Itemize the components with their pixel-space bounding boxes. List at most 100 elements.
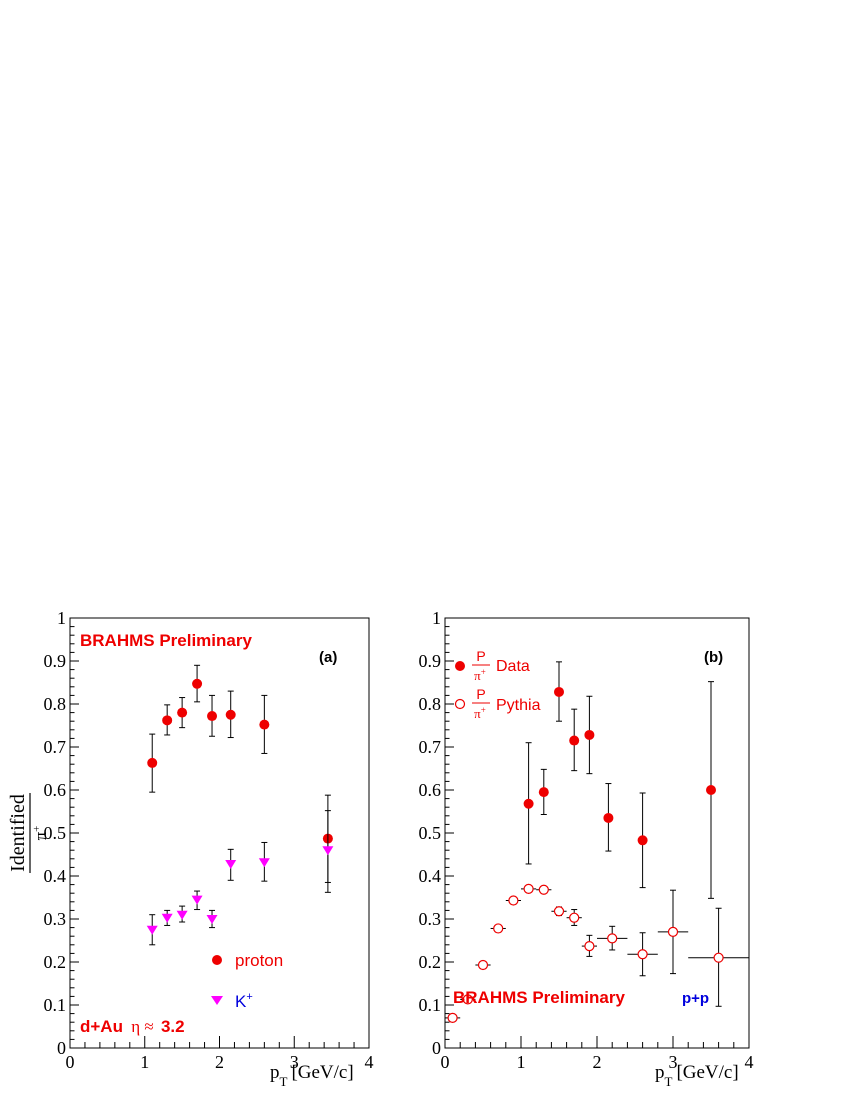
data-point-data — [603, 812, 614, 823]
x-tick-label-a: 4 — [365, 1052, 374, 1072]
panel-b: 0 0.1 0.2 0.3 0.4 0.5 0.6 0.7 0.8 0.9 1 0 1 2 3 4 (b) B… — [419, 608, 754, 1089]
data-point-data — [538, 787, 549, 798]
legend-frac-den-sup-pythia: + — [481, 705, 486, 715]
legend-marker-kaon — [211, 996, 223, 1005]
legend-label-kaon-sup: + — [246, 991, 252, 1003]
y-tick-label-b: 0 — [432, 1038, 441, 1058]
x-label-p-a: p — [270, 1062, 280, 1083]
system-label-b: p+p — [682, 990, 709, 1007]
data-point-data — [584, 729, 595, 740]
y-tick-label-b: 0.2 — [419, 952, 442, 972]
data-point-proton — [225, 709, 236, 720]
legend-marker-data — [455, 661, 465, 671]
y-tick-label-a: 0.4 — [44, 866, 67, 886]
x-tick-label-a: 0 — [66, 1052, 75, 1072]
data-point-proton — [207, 711, 218, 722]
x-tick-label-a: 1 — [140, 1052, 149, 1072]
data-point-data — [637, 835, 648, 846]
legend-label-data: Data — [496, 658, 530, 675]
x-tick-label-a: 3 — [290, 1052, 299, 1072]
y-label-den-pi: π — [31, 831, 50, 840]
data-point-data — [554, 686, 564, 697]
data-point-k — [322, 846, 334, 856]
data-point-proton — [192, 678, 203, 689]
legend-frac-den-pythia: π+ — [474, 705, 486, 721]
y-tick-label-a: 0.1 — [44, 995, 67, 1015]
data-point-proton — [177, 707, 188, 718]
data-point-pythia — [462, 994, 473, 1005]
eta-label-a: η ≈ — [131, 1017, 153, 1036]
y-label-den-sup: + — [31, 826, 43, 832]
system-name-a: d+Au — [80, 1017, 123, 1036]
x-tick-label-b: 3 — [669, 1052, 678, 1072]
y-tick-label-a: 0.3 — [44, 909, 67, 929]
data-point-pythia — [447, 1012, 458, 1024]
x-label-units-b: [GeV/c] — [676, 1062, 738, 1083]
legend-label-pythia: Pythia — [496, 697, 541, 714]
legend-label-kaon-name: K — [235, 992, 247, 1011]
legend-frac-den-pi-pythia: π — [474, 706, 481, 721]
y-tick-label-a: 0.7 — [44, 737, 67, 757]
data-point-pythia — [637, 949, 648, 960]
y-tick-label-b: 0.9 — [419, 651, 442, 671]
panel-a: 0 0.1 0.2 0.3 0.4 0.5 0.6 0.7 0.8 0.9 1 0 1 2 3 4 (a) B… — [7, 608, 374, 1089]
legend-label-proton: proton — [235, 951, 283, 970]
data-point-pythia — [508, 895, 519, 906]
y-axis-label-a: Identified π+ — [7, 793, 50, 873]
data-point-k — [258, 858, 270, 868]
data-point-k — [191, 895, 203, 905]
data-point-pythia — [523, 883, 534, 895]
y-tick-label-a: 0 — [57, 1038, 66, 1058]
data-point-pythia — [667, 926, 679, 938]
ticks-b: 0 0.1 0.2 0.3 0.4 0.5 0.6 0.7 0.8 0.9 1 0 1 2 3 4 — [419, 608, 754, 1072]
legend-frac-num-data: P — [476, 648, 485, 664]
y-tick-label-a: 0.5 — [44, 823, 67, 843]
data-point-pythia — [538, 884, 549, 895]
legend-frac-den-pi-data: π — [474, 668, 481, 683]
system-label-a: d+Au η ≈ 3.2 — [80, 1017, 185, 1036]
data-point-pythia — [493, 923, 504, 934]
data-point-k — [161, 913, 173, 923]
y-tick-label-b: 0.5 — [419, 823, 442, 843]
plot-frame-a — [69, 617, 370, 1049]
legend-frac-den-data: π+ — [474, 667, 486, 683]
x-label-p-b: p — [655, 1062, 665, 1083]
x-tick-label-b: 4 — [745, 1052, 754, 1072]
y-label-numerator: Identified — [7, 794, 29, 872]
data-point-pythia — [477, 959, 489, 971]
panel-label-b: (b) — [704, 649, 723, 666]
x-tick-label-b: 1 — [517, 1052, 526, 1072]
data-point-data — [569, 735, 580, 746]
legend-marker-proton — [212, 955, 222, 965]
data-point-proton — [259, 719, 270, 730]
legend-marker-pythia — [454, 698, 466, 710]
x-axis-label-b: pT [GeV/c] — [655, 1062, 739, 1089]
marks-b — [445, 661, 749, 1024]
brahms-label-b: BRAHMS Preliminary — [453, 988, 625, 1007]
y-tick-label-b: 0.6 — [419, 780, 442, 800]
ticks-a: 0 0.1 0.2 0.3 0.4 0.5 0.6 0.7 0.8 0.9 1 0 1 2 3 4 — [44, 608, 374, 1072]
x-tick-label-a: 2 — [215, 1052, 224, 1072]
y-tick-label-a: 0.2 — [44, 952, 67, 972]
x-tick-label-b: 0 — [441, 1052, 450, 1072]
y-tick-label-b: 0.1 — [419, 995, 442, 1015]
data-point-proton — [162, 715, 173, 726]
eta-value-a: 3.2 — [161, 1017, 185, 1036]
legend-label-kaon: K+ — [235, 991, 253, 1011]
y-tick-label-b: 0.4 — [419, 866, 442, 886]
x-tick-label-b: 2 — [593, 1052, 602, 1072]
data-point-proton — [147, 757, 158, 768]
brahms-label-a: BRAHMS Preliminary — [80, 631, 252, 650]
x-label-units-a: [GeV/c] — [291, 1062, 353, 1083]
data-point-k — [206, 915, 218, 924]
data-point-pythia — [553, 906, 565, 917]
data-point-data — [706, 785, 716, 795]
marks-a — [146, 664, 334, 946]
panel-label-a: (a) — [319, 649, 337, 666]
y-tick-label-a: 1 — [57, 608, 66, 628]
data-point-k — [225, 859, 237, 869]
y-tick-label-a: 0.9 — [44, 651, 67, 671]
plot-frame-b — [444, 617, 750, 1049]
x-axis-label-a: pT [GeV/c] — [270, 1062, 354, 1089]
y-tick-label-b: 0.7 — [419, 737, 442, 757]
